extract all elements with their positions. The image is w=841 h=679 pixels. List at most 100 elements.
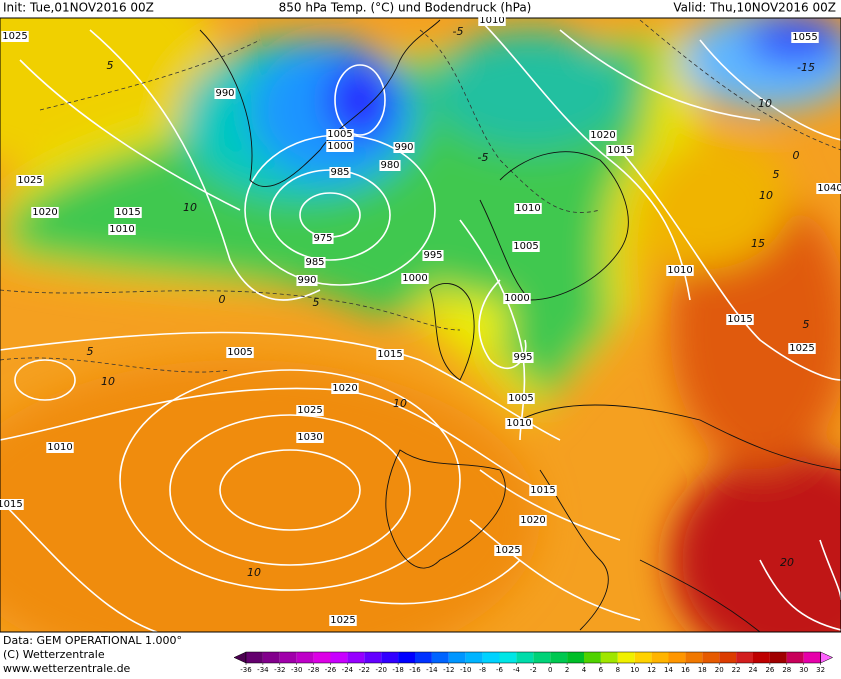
colorbar-tick-label: 30 — [799, 666, 808, 674]
isobar-label-box — [31, 207, 59, 218]
colorbar-segment — [313, 652, 331, 663]
isobar-label-box — [379, 160, 401, 171]
colorbar-segment — [786, 652, 804, 663]
init-time: Init: Tue,01NOV2016 00Z — [3, 1, 154, 15]
valid-time: Valid: Thu,10NOV2016 00Z — [673, 1, 836, 15]
colorbar-segment — [617, 652, 635, 663]
isobar-label-box — [46, 442, 74, 453]
coastlines — [199, 19, 841, 632]
isobar-label: 1015 — [727, 314, 752, 325]
colorbar-segment — [550, 652, 568, 663]
isobar-label: 990 — [297, 275, 316, 286]
colorbar-tick-label: 0 — [548, 666, 552, 674]
map-frame — [0, 17, 841, 633]
isobar-label: 1010 — [479, 15, 504, 26]
isobar-label: 1020 — [520, 515, 545, 526]
isobar-label-box — [589, 130, 617, 141]
isobar-label: 975 — [313, 233, 332, 244]
colorbar-segment — [482, 652, 500, 663]
colorbar-tick-label: 8 — [616, 666, 620, 674]
website: www.wetterzentrale.de — [3, 662, 131, 675]
isobar-label-box — [296, 405, 324, 416]
isobar-label: 1010 — [109, 224, 134, 235]
temperature-label: 5 — [803, 318, 810, 331]
colorbar-segment — [431, 652, 449, 663]
isobar-label: 1020 — [590, 130, 615, 141]
isobar-label-box — [304, 257, 326, 268]
temperature-label: 10 — [247, 566, 261, 579]
colorbar-segment — [533, 652, 551, 663]
isobar-label-box — [296, 275, 318, 286]
temperature-label: 10 — [101, 375, 115, 388]
isobar-labels: 1010 1025 990 1005 1000 990 985 980 1025… — [0, 15, 841, 626]
isobar-label-box — [331, 383, 359, 394]
map-title: 850 hPa Temp. (°C) und Bodendruck (hPa) — [279, 1, 532, 15]
isobar-label-box — [108, 224, 136, 235]
colorbar-tick-label: -6 — [496, 666, 504, 674]
colorbar-segment — [702, 652, 720, 663]
isobar-label-box — [606, 145, 634, 156]
colorbar-segment — [398, 652, 415, 663]
isobar-label: 1010 — [506, 418, 531, 429]
isobar-label-box — [401, 273, 429, 284]
isobar-label-box — [326, 129, 354, 140]
isobar-label-box — [376, 349, 404, 360]
temperature-label: 5 — [87, 345, 94, 358]
temperature-label: 10 — [393, 397, 407, 410]
colorbar-segment — [465, 652, 483, 663]
isobar-label-box — [329, 167, 351, 178]
isobar-label: 1000 — [327, 141, 352, 152]
isobar-label-box — [788, 343, 816, 354]
temperature-label: -5 — [453, 25, 464, 38]
isobar-label-box — [529, 485, 557, 496]
isobar-label-box — [16, 175, 44, 186]
isobar-label: 1025 — [297, 405, 322, 416]
colorbar-segment — [448, 652, 466, 663]
colorbar-segment — [296, 652, 314, 663]
colorbar-tick-label: 18 — [698, 666, 707, 674]
colorbar-tick-label: 16 — [681, 666, 690, 674]
colorbar-tick-label: 2 — [565, 666, 569, 674]
colorbar-tick-label: -16 — [409, 666, 421, 674]
colorbar-segment — [516, 652, 534, 663]
colorbar-tick-label: -26 — [325, 666, 337, 674]
isobar-label: 1005 — [513, 241, 538, 252]
isobar-label: 1040 — [817, 183, 841, 194]
temperature-label: 10 — [183, 201, 197, 214]
colorbar-tick-label: -32 — [274, 666, 285, 674]
colorbar-tick-label: -4 — [513, 666, 521, 674]
isobar-label: 985 — [330, 167, 349, 178]
colorbar-tick-label: -24 — [342, 666, 354, 674]
colorbar-segment — [330, 652, 348, 663]
colorbar-segment — [719, 652, 737, 663]
isobar-label: 985 — [305, 257, 324, 268]
isobar-label: 1010 — [47, 442, 72, 453]
colorbar-tick-label: 22 — [732, 666, 741, 674]
colorbar-tick-label: -2 — [530, 666, 537, 674]
colorbar-tick-label: 14 — [664, 666, 673, 674]
isobar-label: 990 — [394, 142, 413, 153]
isobar-label: 1005 — [327, 129, 352, 140]
isobar-label-box — [296, 432, 324, 443]
temperature-label: 5 — [313, 296, 320, 309]
colorbar-segment — [415, 652, 432, 663]
isobar-label-box — [512, 352, 534, 363]
colorbar-segment — [364, 652, 382, 663]
isobar-label-box — [791, 32, 819, 43]
colorbar-tick-label: 28 — [782, 666, 791, 674]
temperature-label: 20 — [780, 556, 794, 569]
colorbar-tick-label: 26 — [765, 666, 774, 674]
isotherms — [0, 19, 841, 373]
isobar-label: 1025 — [789, 343, 814, 354]
isobar-label: 1005 — [508, 393, 533, 404]
isobar-label: 1015 — [530, 485, 555, 496]
colorbar-tick-label: -30 — [291, 666, 302, 674]
isobar-label-box — [816, 183, 841, 194]
colorbar-end — [233, 651, 247, 664]
isobar-label-box — [519, 515, 547, 526]
isobar-label: 995 — [423, 250, 442, 261]
temperature-label: 15 — [751, 237, 765, 250]
colorbar-tick-label: -8 — [479, 666, 486, 674]
isobars — [0, 19, 841, 632]
